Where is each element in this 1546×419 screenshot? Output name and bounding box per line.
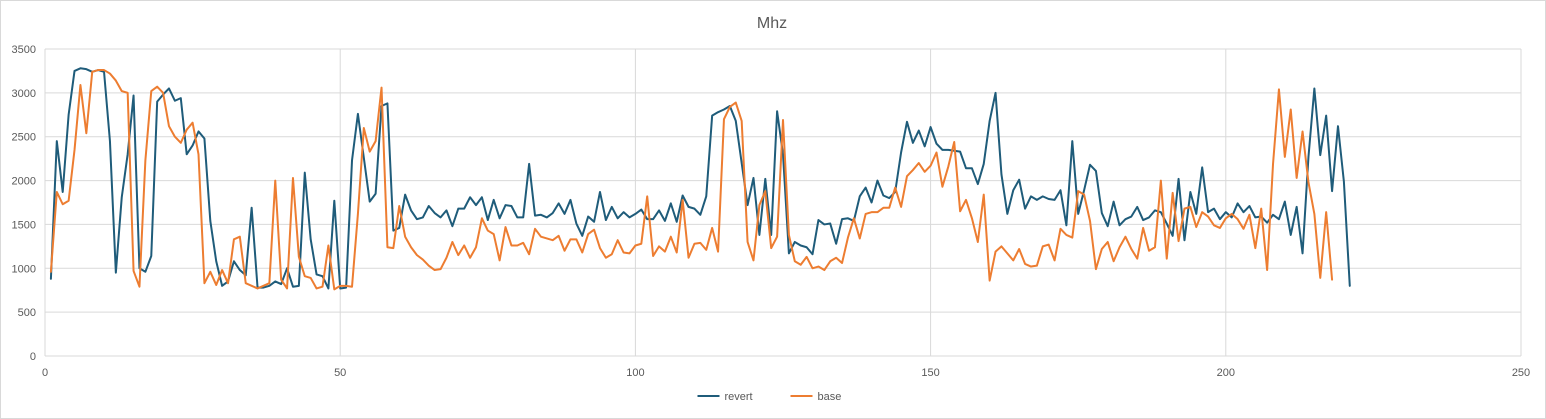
y-tick-label: 3000 bbox=[12, 88, 36, 100]
legend-label-base: base bbox=[818, 391, 842, 403]
x-tick-label: 100 bbox=[626, 367, 644, 379]
x-tick-label: 200 bbox=[1217, 367, 1235, 379]
legend-label-revert: revert bbox=[725, 391, 753, 403]
y-tick-label: 1000 bbox=[12, 263, 36, 275]
y-tick-label: 2500 bbox=[12, 132, 36, 144]
x-tick-label: 150 bbox=[921, 367, 939, 379]
y-tick-label: 2000 bbox=[12, 176, 36, 188]
x-tick-label: 250 bbox=[1512, 367, 1530, 379]
series-line-revert bbox=[49, 67, 1351, 290]
chart-title: Mhz bbox=[757, 15, 787, 32]
gridlines bbox=[44, 48, 1522, 357]
x-tick-label: 0 bbox=[42, 367, 48, 379]
y-tick-label: 3500 bbox=[12, 44, 36, 56]
y-tick-label: 0 bbox=[30, 351, 36, 363]
series-line-base bbox=[49, 69, 1334, 291]
x-tick-label: 50 bbox=[334, 367, 346, 379]
series-lines bbox=[49, 67, 1351, 291]
y-tick-label: 1500 bbox=[12, 219, 36, 231]
axes: 0 500 1000 1500 2000 2500 3000 3500 0 50 100 150 200… bbox=[12, 44, 1531, 379]
legend: revert base bbox=[697, 391, 842, 403]
y-tick-label: 500 bbox=[18, 307, 36, 319]
